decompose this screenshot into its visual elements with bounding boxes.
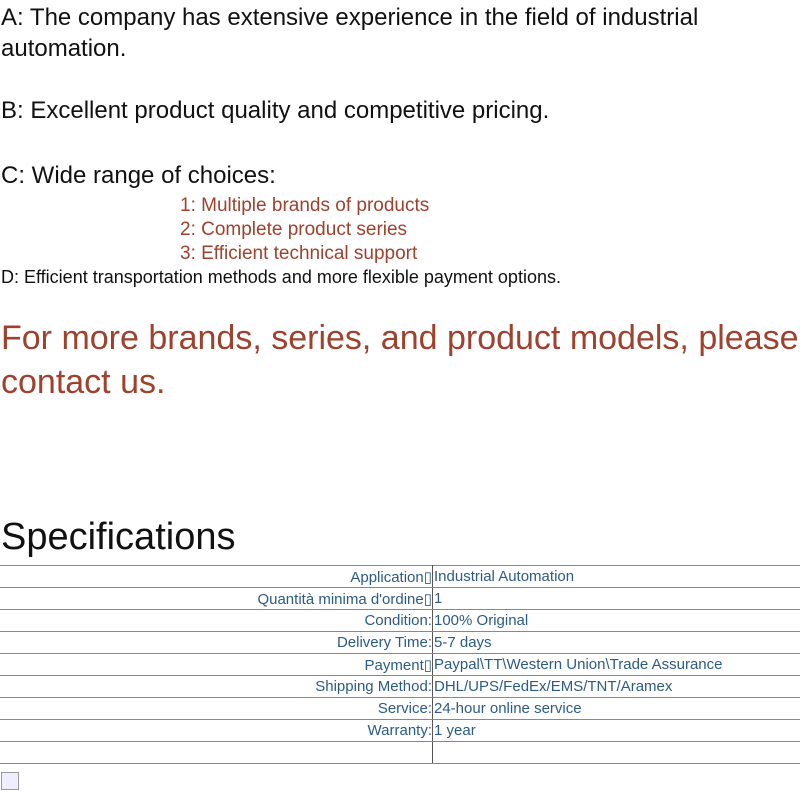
table-row: Payment▯ Paypal\TT\Western Union\Trade As… bbox=[0, 653, 800, 676]
spec-value: 1 year bbox=[432, 719, 800, 742]
table-row: Quantità minima d'ordine▯ 1 bbox=[0, 587, 800, 610]
spec-label: Shipping Method: bbox=[0, 675, 433, 698]
spec-label: Warranty: bbox=[0, 719, 433, 742]
spec-label: Quantità minima d'ordine▯ bbox=[0, 587, 433, 610]
spec-value: 100% Original bbox=[432, 609, 800, 632]
broken-image-icon bbox=[1, 772, 19, 790]
choice-item: 2: Complete product series bbox=[180, 219, 408, 240]
point-b: B: Excellent product quality and competi… bbox=[1, 97, 550, 124]
table-row: Delivery Time: 5-7 days bbox=[0, 631, 800, 654]
spec-value: 5-7 days bbox=[432, 631, 800, 654]
spec-label bbox=[0, 741, 433, 764]
table-row: Application▯ Industrial Automation bbox=[0, 565, 800, 588]
spec-label: Delivery Time: bbox=[0, 631, 433, 654]
spec-value: DHL/UPS/FedEx/EMS/TNT/Aramex bbox=[432, 675, 800, 698]
spec-value: 1 bbox=[432, 587, 800, 610]
spec-label: Application▯ bbox=[0, 565, 433, 588]
spec-value: 24-hour online service bbox=[432, 697, 800, 720]
point-d: D: Efficient transportation methods and … bbox=[1, 267, 561, 287]
spec-label: Service: bbox=[0, 697, 433, 720]
specifications-table: Application▯ Industrial Automation Quanti… bbox=[0, 565, 800, 764]
spec-label: Condition: bbox=[0, 609, 433, 632]
spec-value bbox=[432, 741, 800, 764]
table-row: Shipping Method: DHL/UPS/FedEx/EMS/TNT/Ar… bbox=[0, 675, 800, 698]
choice-item: 1: Multiple brands of products bbox=[180, 195, 430, 216]
specifications-heading: Specifications bbox=[1, 516, 236, 558]
table-row bbox=[0, 741, 800, 764]
point-c: C: Wide range of choices: bbox=[1, 162, 276, 189]
table-row: Condition: 100% Original bbox=[0, 609, 800, 632]
table-row: Service: 24-hour online service bbox=[0, 697, 800, 720]
spec-value: Paypal\TT\Western Union\Trade Assurance bbox=[432, 653, 800, 676]
choice-item: 3: Efficient technical support bbox=[180, 243, 418, 264]
table-row: Warranty: 1 year bbox=[0, 719, 800, 742]
spec-value: Industrial Automation bbox=[432, 565, 800, 588]
point-a: A: The company has extensive experience … bbox=[1, 4, 699, 62]
contact-text: For more brands, series, and product mod… bbox=[1, 319, 799, 401]
spec-label: Payment▯ bbox=[0, 653, 433, 676]
